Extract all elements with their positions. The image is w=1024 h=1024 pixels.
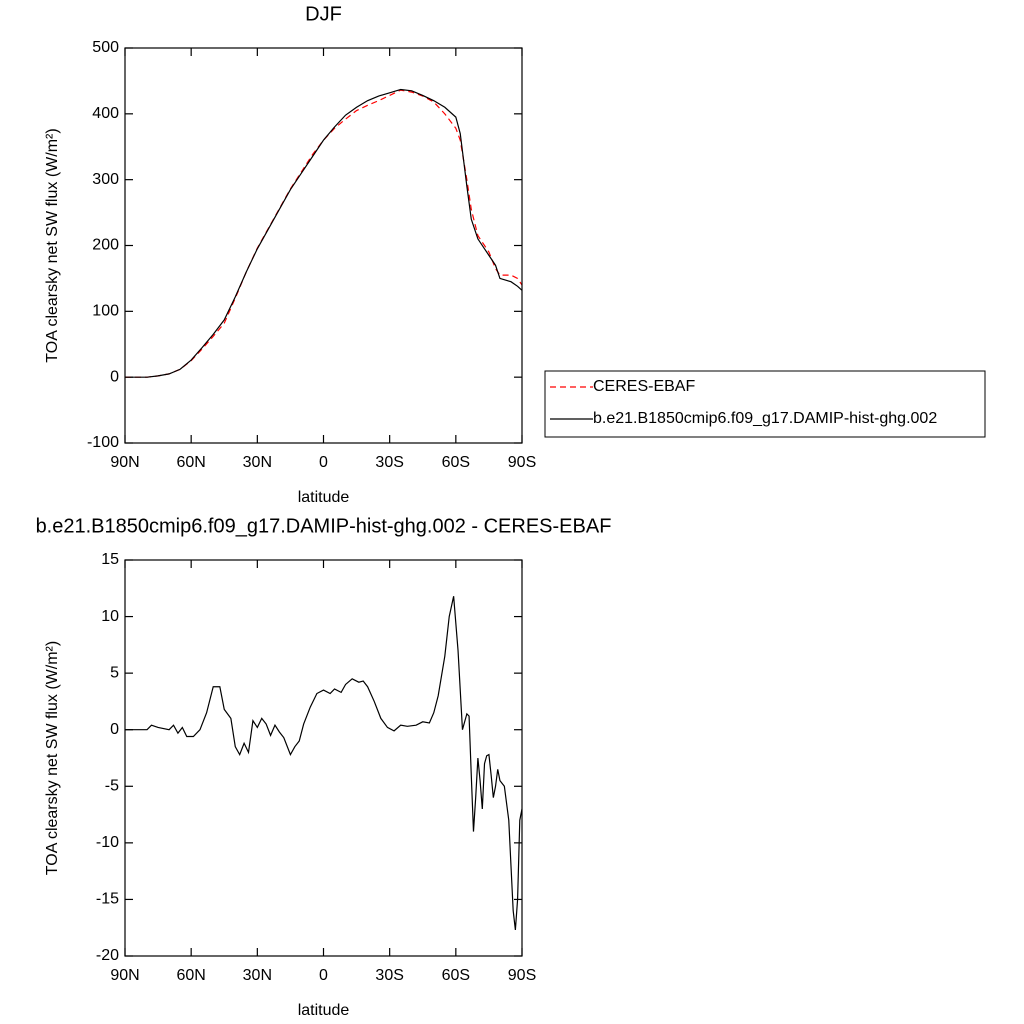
- data-line: [125, 89, 523, 378]
- x-tick-label: 60S: [442, 967, 470, 984]
- data-line: [125, 88, 523, 378]
- y-tick-label: 0: [110, 721, 119, 738]
- x-tick-label: 0: [319, 454, 328, 471]
- y-tick-label: 0: [110, 368, 119, 385]
- legend-box: [544, 370, 986, 438]
- y-tick-label: -100: [87, 434, 119, 451]
- y-tick-label: 5: [110, 664, 119, 681]
- x-tick-label: 30N: [243, 967, 272, 984]
- y-tick-label: 400: [92, 105, 119, 122]
- x-tick-label: 60S: [442, 454, 470, 471]
- x-tick-label: 90N: [110, 454, 139, 471]
- y-tick-label: -10: [96, 834, 119, 851]
- x-axis-label: latitude: [298, 489, 350, 506]
- x-tick-label: 30S: [375, 967, 403, 984]
- chart-title: b.e21.B1850cmip6.f09_g17.DAMIP-hist-ghg.…: [36, 515, 612, 537]
- x-axis-label: latitude: [298, 1002, 350, 1019]
- chart-title: DJF: [305, 3, 342, 25]
- y-axis-label: TOA clearsky net SW flux (W/m²): [44, 128, 61, 362]
- x-tick-label: 30S: [375, 454, 403, 471]
- y-tick-label: 100: [92, 303, 119, 320]
- y-tick-label: 10: [101, 608, 119, 625]
- y-tick-label: -15: [96, 891, 119, 908]
- y-tick-label: -20: [96, 947, 119, 964]
- plot-frame: [124, 47, 523, 444]
- y-tick-label: 300: [92, 171, 119, 188]
- x-tick-label: 60N: [176, 454, 205, 471]
- x-tick-label: 90N: [110, 967, 139, 984]
- data-line: [125, 596, 523, 931]
- y-tick-label: 200: [92, 237, 119, 254]
- x-tick-label: 30N: [243, 454, 272, 471]
- legend-label: CERES-EBAF: [593, 378, 695, 395]
- y-tick-label: 15: [101, 551, 119, 568]
- y-tick-label: 500: [92, 39, 119, 56]
- x-tick-label: 60N: [176, 967, 205, 984]
- plot-frame: [124, 559, 523, 957]
- legend-label: b.e21.B1850cmip6.f09_g17.DAMIP-hist-ghg.…: [593, 410, 937, 427]
- x-tick-label: 90S: [508, 454, 536, 471]
- y-tick-label: -5: [105, 778, 119, 795]
- x-tick-label: 0: [319, 967, 328, 984]
- x-tick-label: 90S: [508, 967, 536, 984]
- y-axis-label: TOA clearsky net SW flux (W/m²): [44, 641, 61, 875]
